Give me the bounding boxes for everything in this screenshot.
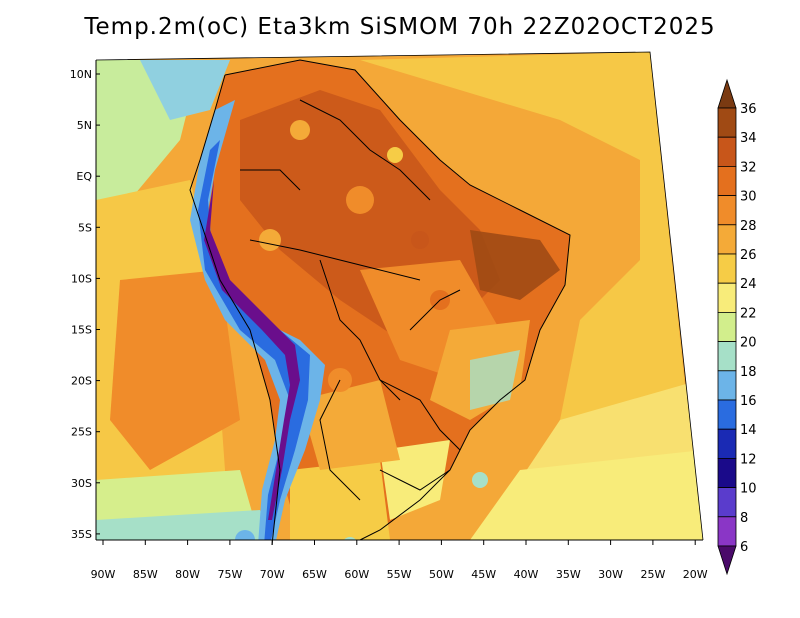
colorbar: 36 34 32 30 28 26 24 22 20 18 16 14 12 10 8 6 [717,78,757,576]
colorbar-label: 34 [740,131,757,146]
colorbar-swatch [717,195,737,226]
lon-label: 55W [387,568,412,581]
texture-blob [472,472,488,488]
colorbar-label: 28 [740,219,757,234]
colorbar-swatch [717,516,737,547]
lat-label: 5N [77,119,92,132]
northeast-hot [470,230,560,300]
lon-label: 30W [598,568,623,581]
colorbar-swatch [717,428,737,459]
lat-label: 10S [71,272,92,285]
colorbar-swatch [717,282,737,313]
colorbar-swatch [717,399,737,430]
lon-label: 85W [133,568,158,581]
lon-label: 75W [217,568,242,581]
colorbar-swatch [717,165,737,196]
colorbar-top-arrow [717,78,737,109]
texture-blob [342,537,358,540]
south-atlantic-cool [470,450,703,540]
colorbar-label: 26 [740,248,757,263]
map-title: Temp.2m(oC) Eta3km SiSMOM 70h 22Z02OCT20… [84,14,716,40]
colorbar-swatch [717,253,737,284]
texture-blob [290,120,310,140]
colorbar-swatch [717,457,737,488]
lon-label: 65W [302,568,327,581]
colorbar-label: 6 [740,540,748,555]
colorbar-label: 14 [740,423,757,438]
patagonia-cool [290,460,390,540]
colorbar-swatch [717,224,737,255]
lat-label: 20S [71,375,92,388]
lon-label: 25W [640,568,665,581]
pacific-warm-patch [110,270,240,470]
andes-coldest [204,180,300,520]
colorbar-label: 16 [740,394,757,409]
colorbar-label: 22 [740,306,757,321]
lat-label: 5S [78,221,92,234]
colorbar-label: 32 [740,160,757,175]
latitude-axis: 10N 5N EQ 5S 10S 15S 20S 25S 30S 35S [70,68,100,541]
lon-label: 70W [260,568,285,581]
colorbar-label: 8 [740,511,748,526]
lon-label: 35W [556,568,581,581]
colorbar-swatch [717,370,737,401]
lat-label: 10N [70,68,92,81]
colorbar-label: 30 [740,190,757,205]
pacific-south-cold [96,510,270,540]
lon-label: 20W [683,568,708,581]
lat-label: 35S [71,528,92,541]
colorbar-swatch [717,311,737,342]
colorbar-label: 18 [740,365,757,380]
colorbar-label: 36 [740,102,757,117]
texture-blob [411,231,429,249]
texture-blob [259,229,281,251]
longitude-axis: 90W 85W 80W 75W 70W 65W 60W 55W 50W 45W 40W 35W 30W 2… [91,540,708,581]
temperature-field [96,52,703,540]
lon-label: 80W [175,568,200,581]
texture-blob [235,530,255,540]
lon-label: 60W [344,568,369,581]
lat-label: 15S [71,324,92,337]
lon-label: 40W [514,568,539,581]
colorbar-swatch [717,107,737,138]
colorbar-label: 20 [740,336,757,351]
colorbar-swatch [717,136,737,167]
lat-label: 30S [71,477,92,490]
lon-label: 90W [91,568,116,581]
country-borders [189,59,571,546]
lon-label: 45W [471,568,496,581]
plot-frame-top [95,51,704,541]
colorbar-label: 24 [740,277,757,292]
colorbar-label: 12 [740,452,757,467]
lat-label: 25S [71,426,92,439]
southeast-cool-highlands [470,350,520,410]
lon-label: 50W [429,568,454,581]
texture-blob [346,186,374,214]
lat-label: EQ [76,170,92,183]
colorbar-swatch [717,341,737,372]
colorbar-label: 10 [740,482,757,497]
pacific-north-coldpatch [140,60,230,120]
texture-blob [387,147,403,163]
colorbar-bottom-arrow [717,545,737,576]
colorbar-swatch [717,487,737,518]
